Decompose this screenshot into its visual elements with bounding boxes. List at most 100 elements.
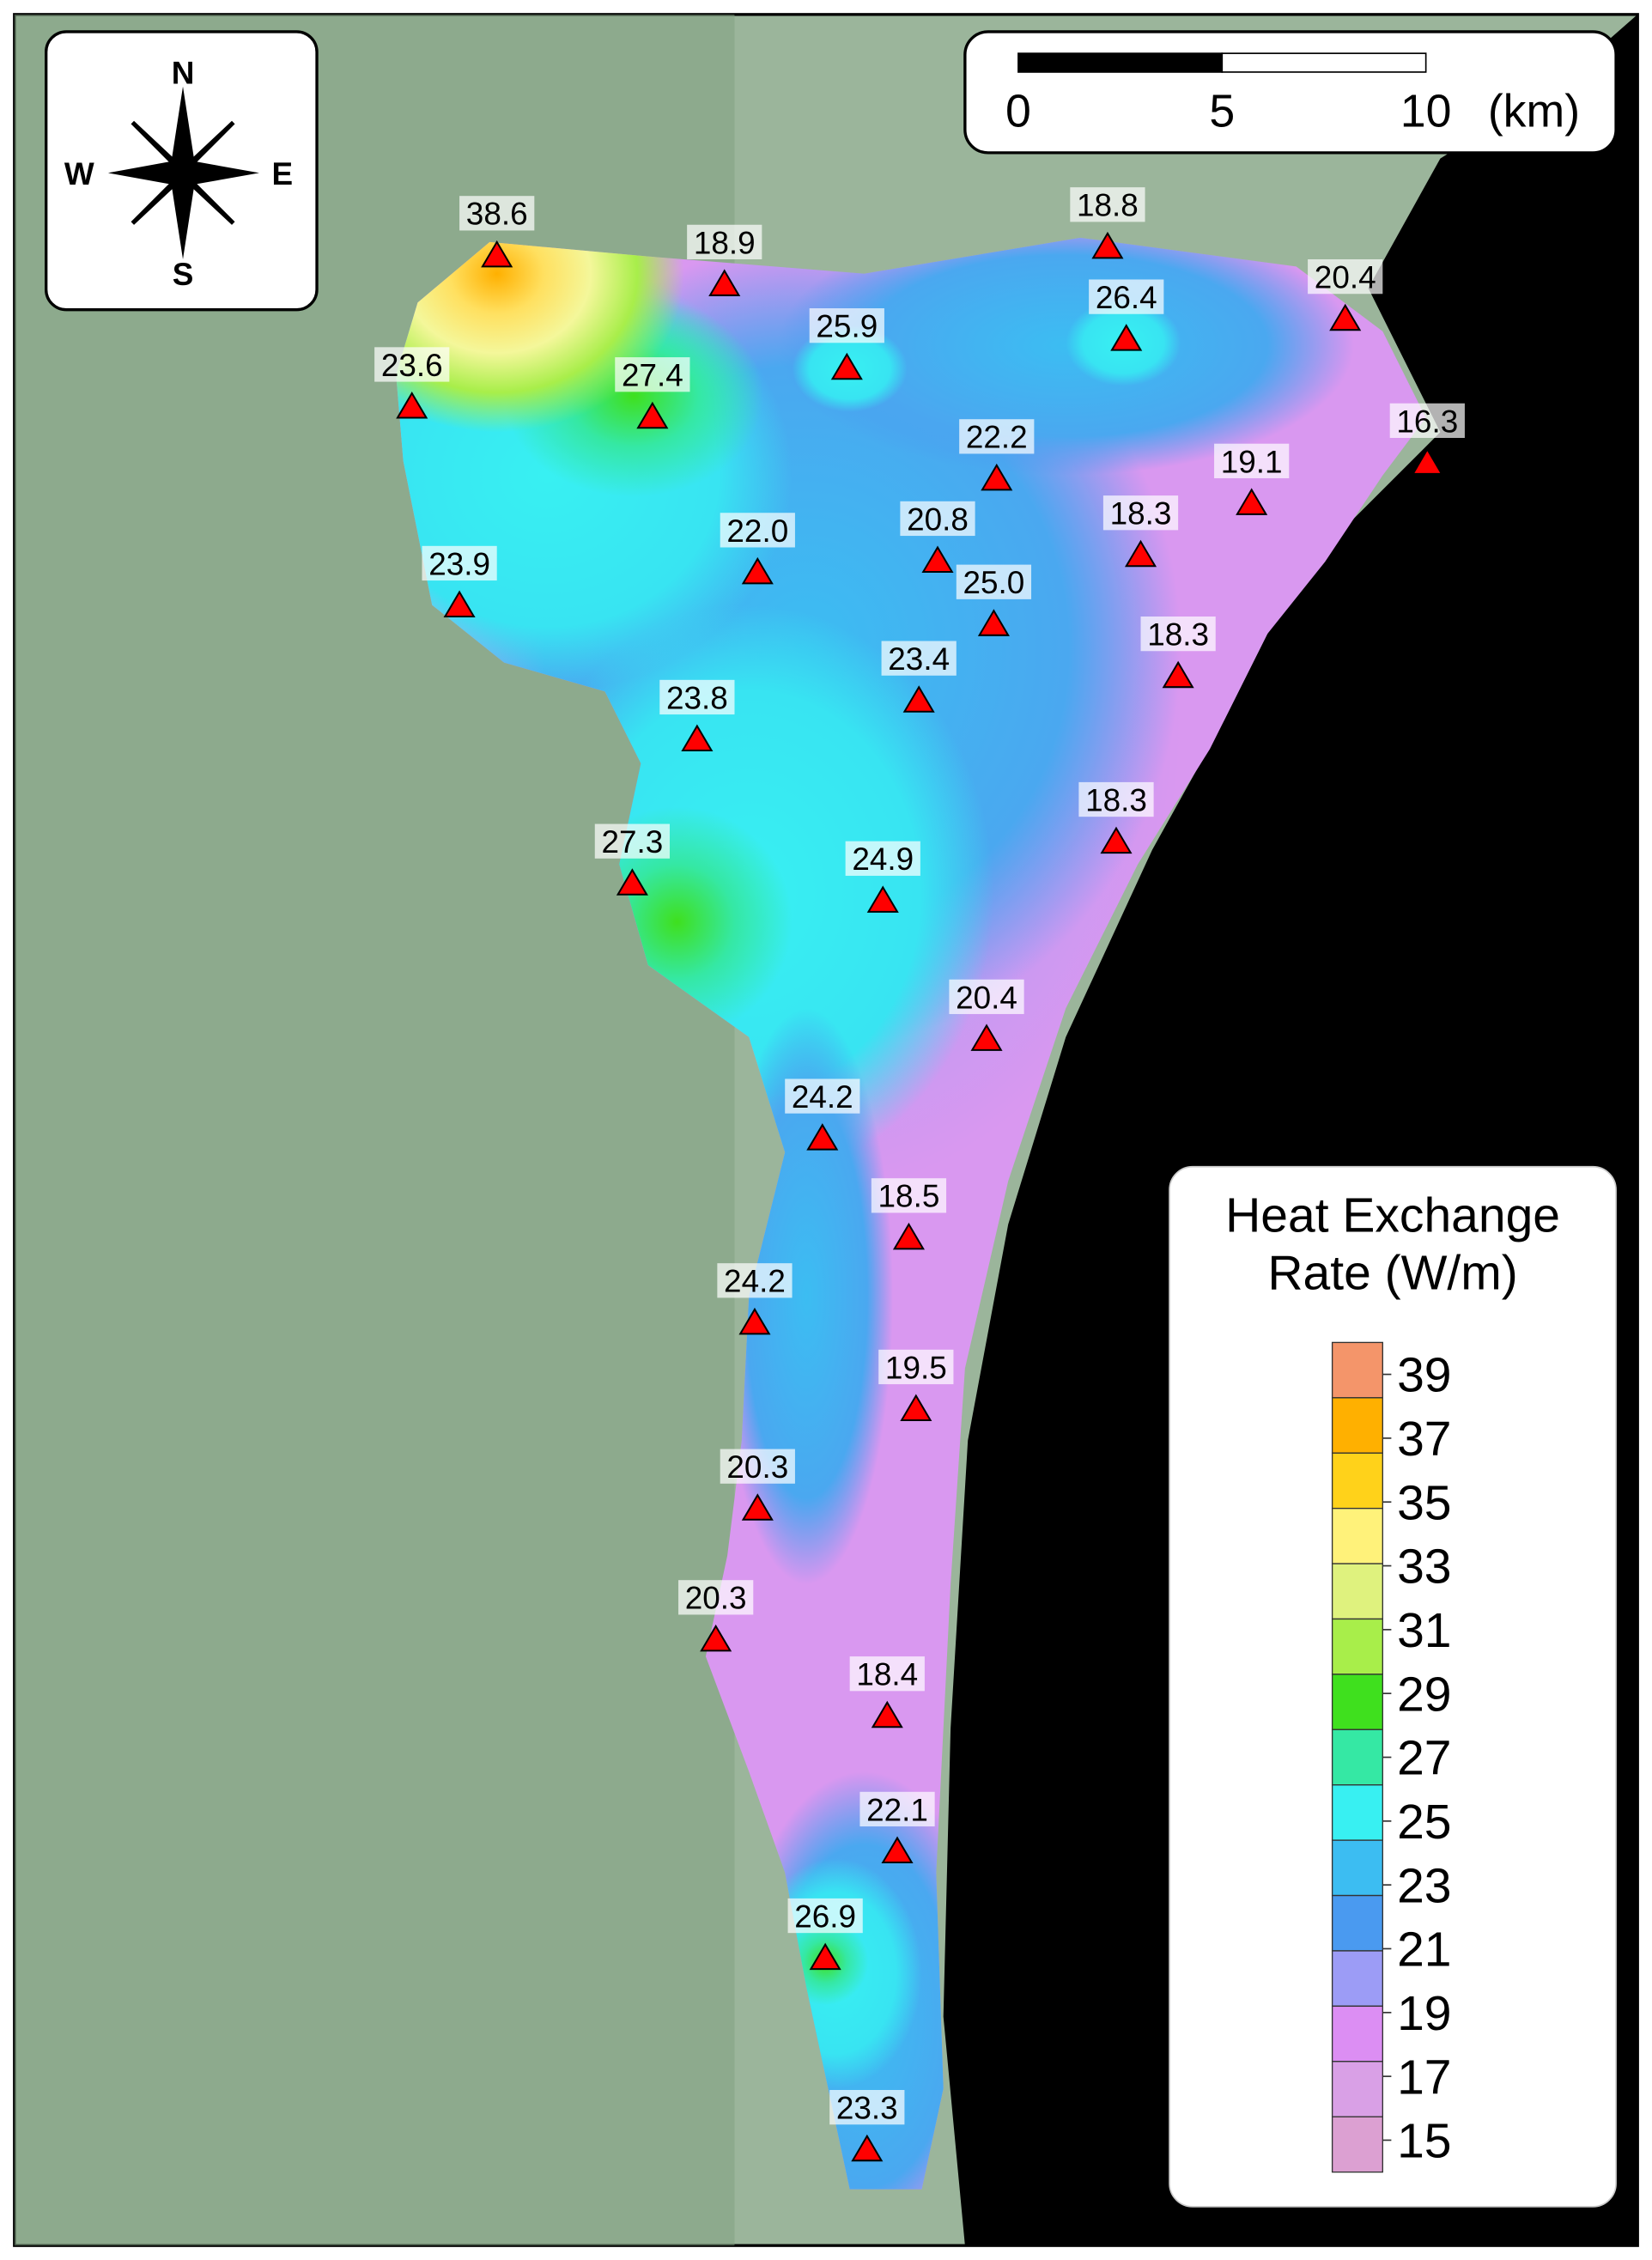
station-marker bbox=[700, 1624, 732, 1652]
station-marker bbox=[830, 352, 863, 380]
station-label: 18.3 bbox=[1085, 782, 1147, 817]
station-label: 25.0 bbox=[963, 565, 1025, 600]
station-label-bg bbox=[720, 1449, 795, 1484]
station-marker bbox=[809, 1942, 841, 1971]
station-label-bg bbox=[849, 1656, 925, 1692]
scale-tick-label: 0 bbox=[1005, 86, 1031, 137]
station-label-bg bbox=[615, 357, 690, 392]
legend-tick-label: 23 bbox=[1397, 1858, 1451, 1913]
scale-tick-label: 10 bbox=[1400, 86, 1452, 137]
station-label: 38.6 bbox=[466, 197, 528, 232]
station-label-bg bbox=[787, 1898, 863, 1934]
station-label: 24.2 bbox=[792, 1079, 853, 1115]
station-label-bg bbox=[859, 1791, 935, 1827]
station-marker bbox=[741, 556, 774, 585]
station-label-bg bbox=[678, 1580, 754, 1615]
station-marker bbox=[1091, 231, 1124, 259]
station-label: 20.3 bbox=[685, 1581, 747, 1616]
legend-swatch bbox=[1331, 1784, 1383, 1841]
station-marker bbox=[871, 1700, 903, 1728]
station-label: 20.4 bbox=[1315, 260, 1376, 295]
station-marker bbox=[636, 401, 669, 429]
station-marker bbox=[1236, 488, 1268, 515]
legend-tick-label: 29 bbox=[1397, 1667, 1451, 1722]
station-label-bg bbox=[1070, 187, 1145, 222]
station-marker bbox=[892, 1222, 925, 1250]
station-label: 23.9 bbox=[428, 546, 490, 581]
station-label: 16.3 bbox=[1396, 404, 1458, 439]
station-label: 27.3 bbox=[601, 824, 663, 860]
compass-south: S bbox=[173, 257, 194, 292]
station-label-bg bbox=[1102, 495, 1179, 531]
station-label-bg bbox=[871, 1178, 947, 1213]
station-label-bg bbox=[687, 224, 762, 259]
station-marker bbox=[881, 1836, 914, 1863]
station-label-bg bbox=[659, 679, 735, 715]
station-label: 18.3 bbox=[1110, 496, 1172, 532]
station-label-bg bbox=[845, 841, 920, 876]
stations: 38.6 18.9 18.8 20.4 25.9 26.4 23.6 27.4 16.3 22.2… bbox=[374, 187, 1465, 2162]
station-label-bg bbox=[785, 1078, 860, 1114]
station-label-bg bbox=[1308, 259, 1383, 295]
legend-tick-label: 21 bbox=[1397, 1923, 1451, 1978]
scale-bar: 0 5 10 (km) bbox=[963, 30, 1618, 155]
scale-segment bbox=[1221, 52, 1427, 73]
station-label-bg bbox=[459, 196, 535, 231]
station-label: 26.9 bbox=[794, 1899, 856, 1934]
station-label-bg bbox=[717, 1263, 793, 1298]
station-label: 22.0 bbox=[726, 513, 788, 549]
station-label-bg bbox=[900, 501, 975, 537]
station-label: 18.4 bbox=[856, 1657, 918, 1692]
station-marker bbox=[1110, 324, 1143, 351]
station-label: 20.8 bbox=[907, 501, 969, 537]
station-marker bbox=[1329, 303, 1362, 331]
legend-title: Heat Exchange bbox=[1225, 1188, 1560, 1242]
station-label-bg bbox=[1389, 403, 1465, 438]
station-label-bg bbox=[1214, 443, 1290, 478]
station-marker bbox=[481, 240, 513, 268]
station-label: 22.1 bbox=[866, 1792, 928, 1827]
station-label: 26.4 bbox=[1096, 280, 1157, 315]
legend-swatch bbox=[1331, 1507, 1383, 1564]
station-marker bbox=[970, 1024, 1003, 1051]
station-label: 25.9 bbox=[816, 309, 878, 344]
legend-swatch bbox=[1331, 2005, 1383, 2063]
station-marker bbox=[738, 1307, 771, 1335]
station-label-bg bbox=[720, 513, 795, 548]
legend-swatch bbox=[1331, 1341, 1383, 1399]
station-marker bbox=[681, 724, 714, 752]
station-marker bbox=[1411, 447, 1443, 475]
scale-unit: (km) bbox=[1488, 86, 1580, 137]
legend-swatch bbox=[1331, 1839, 1383, 1897]
station-marker bbox=[981, 463, 1013, 491]
scale-tick-label: 5 bbox=[1209, 86, 1235, 137]
station-marker bbox=[443, 590, 476, 618]
station-label: 23.6 bbox=[381, 348, 443, 383]
compass-east: E bbox=[271, 156, 293, 191]
compass-west: W bbox=[64, 156, 94, 191]
legend-swatch bbox=[1331, 2116, 1383, 2173]
legend-tick-label: 27 bbox=[1397, 1731, 1451, 1786]
station-marker bbox=[900, 1394, 932, 1422]
station-label: 19.1 bbox=[1221, 444, 1283, 479]
station-label: 23.3 bbox=[836, 2091, 898, 2126]
station-label: 24.2 bbox=[724, 1264, 786, 1299]
scale-segment bbox=[1017, 52, 1224, 73]
legend-swatch bbox=[1331, 2061, 1383, 2117]
legend-swatch bbox=[1331, 1397, 1383, 1454]
station-marker bbox=[741, 1493, 774, 1521]
legend-tick-label: 37 bbox=[1397, 1412, 1451, 1467]
station-marker bbox=[806, 1123, 839, 1151]
station-marker bbox=[977, 609, 1010, 636]
legend-tick-label: 31 bbox=[1397, 1603, 1451, 1658]
legend-swatch bbox=[1331, 1894, 1383, 1952]
station-marker bbox=[1100, 826, 1133, 854]
legend-title: Rate (W/m) bbox=[1267, 1245, 1517, 1300]
legend-swatch bbox=[1331, 1674, 1383, 1730]
station-label: 18.8 bbox=[1077, 188, 1139, 223]
legend-swatch bbox=[1331, 1618, 1383, 1675]
legend-tick-label: 33 bbox=[1397, 1540, 1451, 1595]
legend-swatch bbox=[1331, 1563, 1383, 1620]
station-marker bbox=[866, 885, 899, 913]
